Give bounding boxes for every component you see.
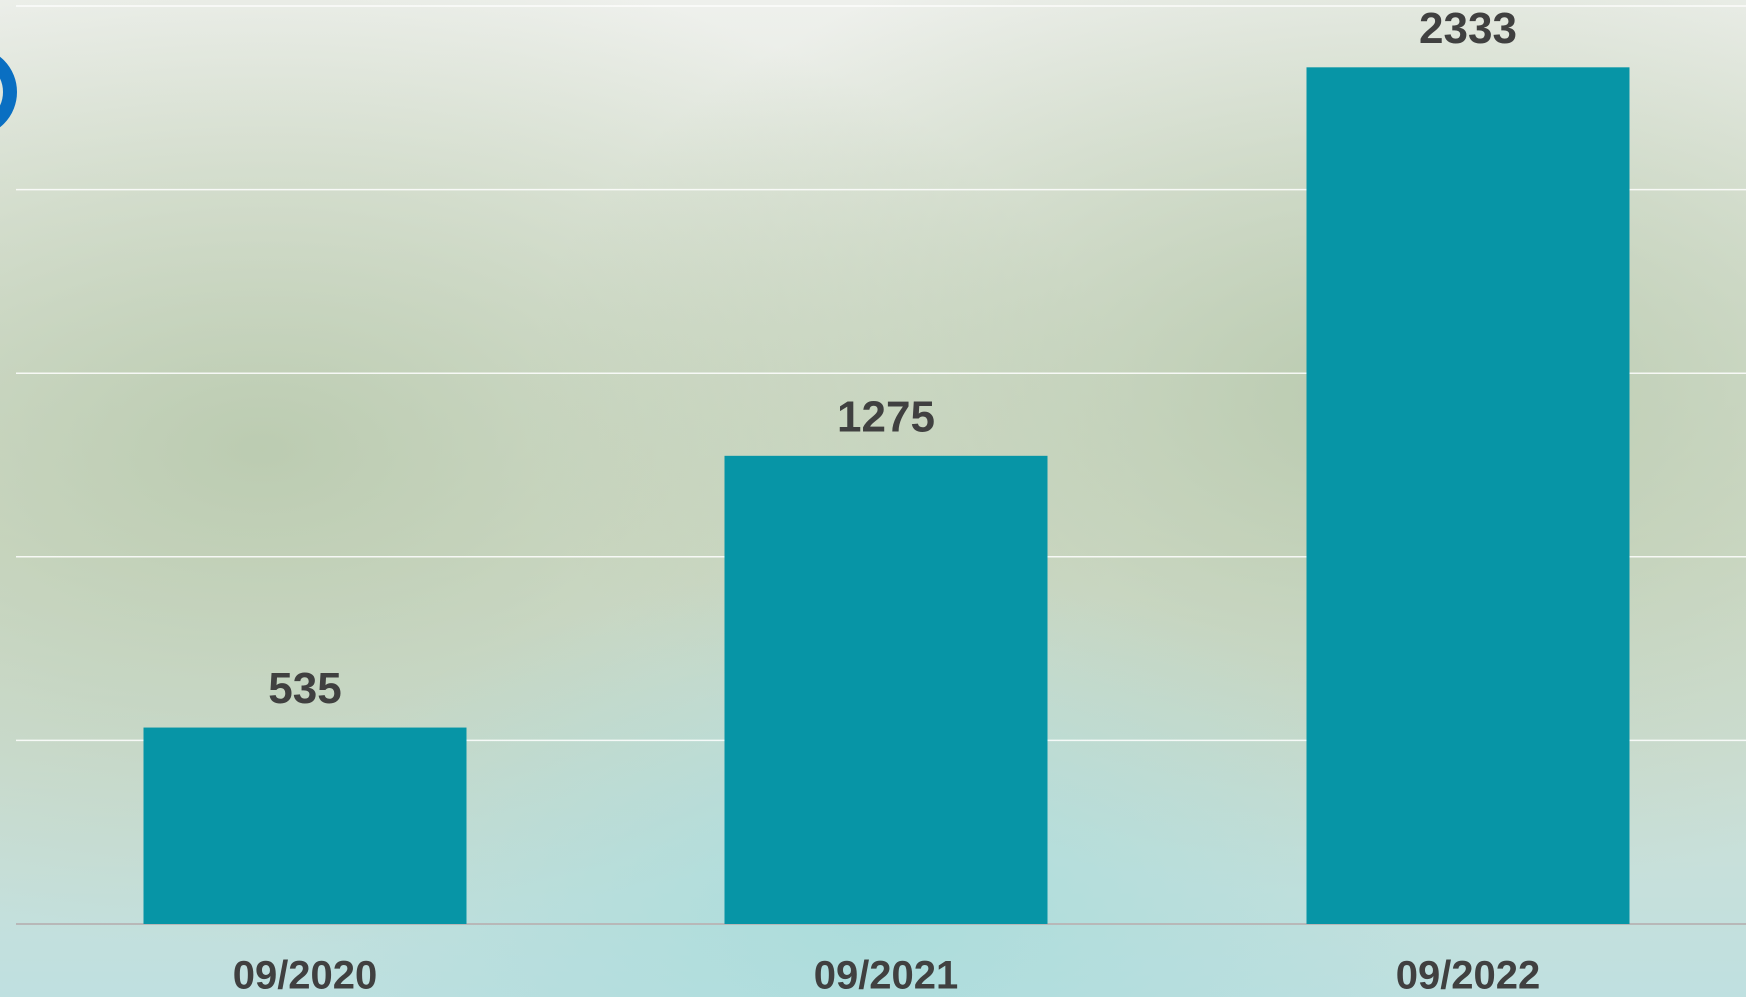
data-label: 535 (268, 664, 341, 713)
x-tick-label: 09/2020 (233, 954, 378, 997)
bar (725, 456, 1048, 924)
data-label: 2333 (1419, 4, 1517, 53)
chart: 535 09/2020 1275 09/2021 2333 09/2022 (0, 0, 1746, 997)
data-label: 1275 (837, 392, 935, 441)
bar (1307, 67, 1630, 924)
x-tick-label: 09/2022 (1396, 954, 1541, 997)
x-tick-label: 09/2021 (814, 954, 959, 997)
bar (144, 728, 467, 924)
